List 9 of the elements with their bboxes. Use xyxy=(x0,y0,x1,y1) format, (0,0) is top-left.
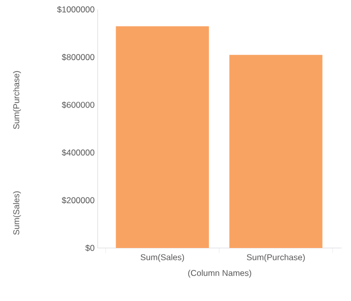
text: Sum(Purchase) xyxy=(13,71,21,130)
y-tick-label: $600000 xyxy=(62,101,94,108)
y-tick-label: $200000 xyxy=(62,196,94,204)
y-tick-label: $1000000 xyxy=(57,6,94,13)
y-axis-title: Sum(Sales) xyxy=(13,191,21,235)
y-tick-label: $800000 xyxy=(62,54,94,61)
x-axis-title: (Column Names) xyxy=(188,270,252,278)
y-tick-label: $0 xyxy=(85,244,94,252)
y-tick-label: $400000 xyxy=(62,149,94,156)
